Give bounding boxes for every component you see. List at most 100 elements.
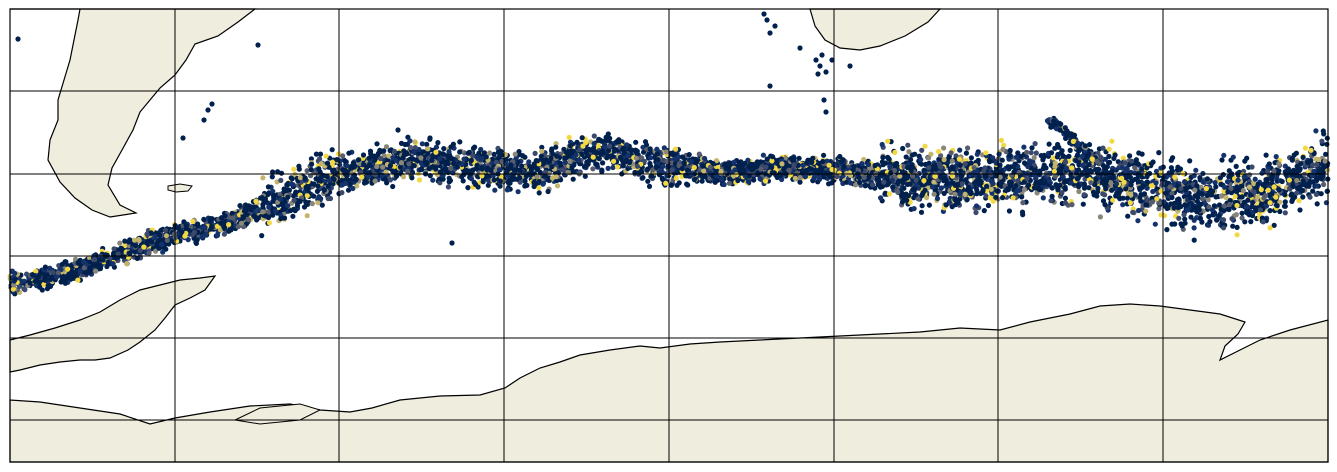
observation-point bbox=[277, 191, 283, 197]
observation-point bbox=[407, 138, 413, 144]
observation-point bbox=[517, 167, 523, 173]
observation-point bbox=[684, 167, 691, 173]
observation-point bbox=[36, 274, 42, 280]
observation-point bbox=[545, 188, 551, 195]
observation-point bbox=[633, 155, 640, 161]
observation-point bbox=[58, 279, 64, 285]
observation-point bbox=[1028, 150, 1034, 156]
observation-point bbox=[931, 179, 937, 185]
observation-point bbox=[479, 165, 485, 171]
observation-point bbox=[749, 167, 755, 173]
observation-point bbox=[532, 150, 538, 156]
observation-point bbox=[1040, 195, 1046, 201]
observation-point bbox=[359, 174, 365, 180]
observation-point bbox=[227, 226, 233, 232]
observation-point bbox=[435, 140, 441, 146]
observation-point bbox=[918, 157, 924, 163]
observation-point bbox=[441, 146, 447, 152]
observation-point bbox=[380, 164, 386, 170]
observation-point bbox=[260, 175, 266, 181]
observation-point bbox=[235, 224, 241, 230]
observation-point bbox=[813, 168, 820, 174]
observation-point bbox=[360, 152, 367, 158]
observation-point bbox=[260, 209, 266, 215]
observation-point bbox=[386, 153, 392, 159]
observation-point bbox=[398, 160, 404, 166]
observation-point bbox=[266, 209, 272, 215]
observation-point bbox=[448, 165, 454, 171]
observation-point bbox=[948, 150, 954, 156]
observation-point bbox=[409, 175, 415, 181]
observation-point bbox=[747, 161, 754, 167]
observation-point bbox=[928, 151, 934, 157]
observation-point bbox=[450, 156, 456, 162]
observation-point bbox=[904, 175, 910, 181]
observation-point bbox=[104, 263, 110, 270]
observation-point bbox=[714, 158, 720, 164]
observation-point bbox=[122, 242, 128, 249]
observation-point bbox=[919, 203, 925, 209]
observation-point bbox=[862, 183, 868, 189]
observation-point bbox=[693, 160, 699, 166]
observation-point bbox=[908, 168, 914, 174]
observation-point bbox=[674, 170, 680, 176]
observation-point bbox=[617, 154, 624, 160]
observation-point bbox=[686, 152, 692, 158]
observation-point bbox=[856, 174, 862, 180]
observation-point bbox=[567, 139, 574, 145]
observation-point bbox=[911, 195, 917, 201]
observation-point bbox=[950, 165, 956, 171]
observation-point bbox=[339, 182, 346, 188]
observation-point bbox=[121, 254, 127, 260]
observation-point bbox=[620, 158, 626, 164]
observation-point bbox=[570, 168, 576, 175]
observation-point bbox=[959, 173, 965, 179]
observation-point bbox=[275, 169, 281, 175]
observation-point bbox=[887, 163, 893, 170]
observation-point bbox=[410, 156, 416, 162]
observation-point bbox=[591, 141, 597, 147]
observation-point bbox=[515, 159, 521, 165]
observation-point bbox=[400, 155, 406, 161]
observation-point bbox=[1242, 158, 1248, 164]
antarctic-peninsula bbox=[9, 275, 217, 373]
observation-point bbox=[672, 156, 679, 162]
observation-point bbox=[308, 167, 314, 173]
observation-point bbox=[754, 163, 760, 169]
observation-point bbox=[1191, 237, 1197, 243]
observation-point bbox=[962, 191, 968, 197]
observation-point bbox=[732, 167, 738, 173]
observation-point bbox=[596, 156, 602, 162]
observation-point bbox=[832, 162, 838, 168]
observation-point bbox=[841, 164, 847, 170]
observation-point bbox=[259, 233, 265, 239]
observation-point bbox=[195, 221, 201, 227]
observation-point bbox=[115, 251, 121, 257]
observation-point bbox=[474, 154, 480, 161]
observation-point bbox=[321, 187, 327, 193]
observation-point bbox=[430, 177, 436, 183]
observation-point bbox=[124, 261, 130, 267]
observation-point bbox=[679, 154, 686, 160]
observation-point bbox=[374, 164, 380, 170]
observation-point bbox=[126, 239, 132, 245]
observation-point bbox=[746, 173, 752, 179]
observation-point bbox=[809, 159, 815, 165]
observation-point bbox=[901, 185, 907, 191]
observation-point bbox=[105, 259, 111, 265]
observation-point bbox=[640, 144, 646, 150]
observation-point bbox=[127, 251, 133, 257]
observation-point bbox=[882, 190, 888, 196]
observation-point bbox=[443, 161, 449, 167]
observation-point bbox=[591, 133, 597, 139]
observation-point bbox=[241, 208, 248, 214]
observation-point bbox=[757, 176, 763, 182]
observation-point bbox=[910, 187, 916, 193]
observation-point bbox=[786, 167, 792, 173]
observation-point bbox=[45, 283, 51, 289]
observation-point bbox=[203, 231, 209, 237]
observation-point bbox=[1321, 131, 1327, 137]
observation-point bbox=[565, 153, 572, 159]
observation-point bbox=[144, 231, 150, 237]
observation-point bbox=[673, 146, 679, 152]
